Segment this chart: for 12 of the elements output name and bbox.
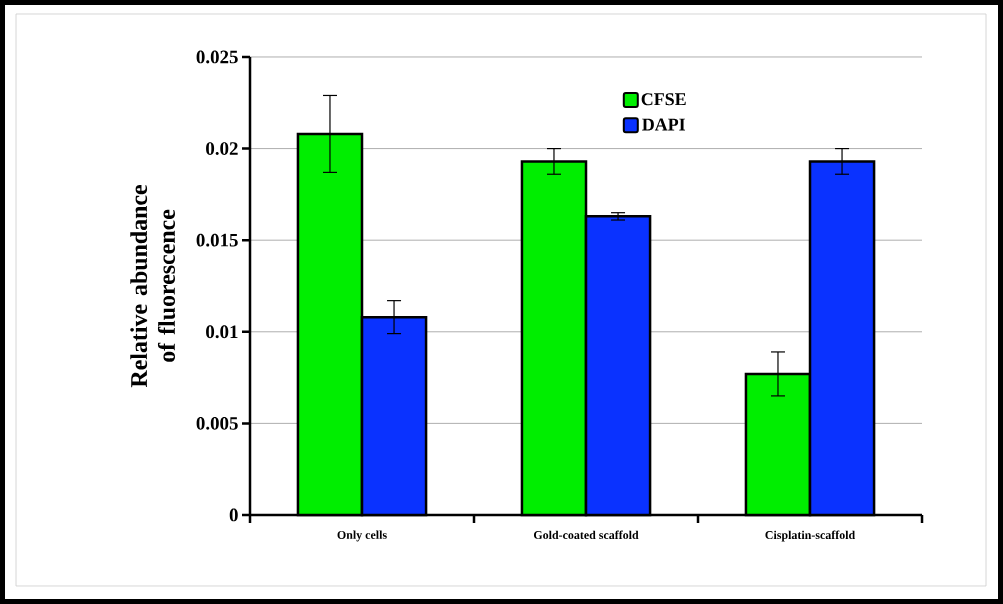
y-axis-title: Relative abundance of fluorescence (130, 185, 176, 388)
y-tick-label: 0.015 (196, 233, 238, 247)
y-tick-label: 0.02 (206, 142, 238, 156)
x-tick-label: Only cells (337, 530, 387, 542)
x-tick-label: Gold-coated scaffold (533, 530, 639, 540)
y-tick-label: 0.005 (196, 416, 238, 430)
legend-label: DAPI (642, 118, 686, 131)
legend-label: CFSE (641, 93, 686, 106)
y-tick-label: 0.01 (206, 325, 238, 339)
x-tick-label: Cisplatin-scaffold (765, 530, 856, 542)
y-tick-label: 0 (229, 508, 238, 522)
y-tick-label: 0.025 (196, 50, 238, 64)
